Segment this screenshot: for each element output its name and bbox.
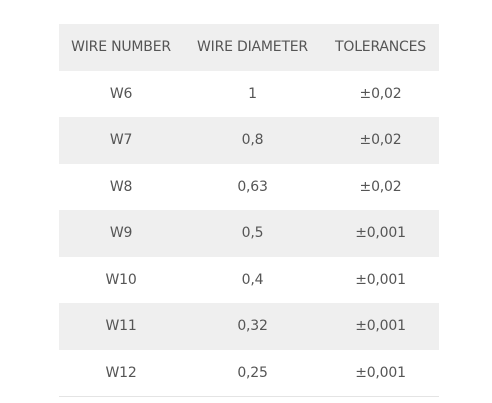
table-cell: ±0,001: [355, 271, 406, 288]
header-row: WIRE NUMBER WIRE DIAMETER TOLERANCES: [59, 24, 439, 71]
table-cell: W6: [109, 85, 133, 102]
table-cell: 0,8: [183, 117, 322, 164]
table-cell: W10: [105, 271, 137, 288]
table-header: WIRE NUMBER WIRE DIAMETER TOLERANCES: [59, 24, 439, 71]
wire-table: WIRE NUMBER WIRE DIAMETER TOLERANCES W6 1 ±0…: [59, 24, 439, 397]
table-row: W6 1 ±0,02: [59, 71, 439, 118]
table-cell: 1: [248, 85, 257, 102]
table-cell: 0,5: [183, 210, 322, 257]
table-cell: W12: [59, 349, 183, 397]
table-cell: W11: [59, 303, 183, 350]
table-cell: 0,25: [183, 349, 322, 397]
table-cell: ±0,001: [322, 349, 439, 397]
table-row: W11 0,32 ±0,001: [59, 303, 439, 350]
table-cell: W9: [59, 210, 183, 257]
table-row: W12 0,25 ±0,001: [59, 349, 439, 397]
table-cell: ±0,02: [359, 178, 402, 195]
table-row: W9 0,5 ±0,001: [59, 210, 439, 257]
header-cell: TOLERANCES: [322, 24, 439, 71]
table-cell: 0,32: [183, 303, 322, 350]
table-cell: W8: [109, 178, 133, 195]
header-cell: WIRE NUMBER: [59, 24, 183, 71]
table-row: W8 0,63 ±0,02: [59, 164, 439, 211]
table-cell: 0,63: [237, 178, 268, 195]
table-row: W7 0,8 ±0,02: [59, 117, 439, 164]
table-body: W6 1 ±0,02 W7 0,8 ±0,02 W8 0,63 ±0,02 W9 0,5 ±0,001…: [59, 71, 439, 397]
table-cell: ±0,001: [322, 210, 439, 257]
table-cell: ±0,02: [322, 117, 439, 164]
table-cell: W7: [59, 117, 183, 164]
header-cell: WIRE DIAMETER: [183, 24, 322, 71]
table-cell: ±0,001: [322, 303, 439, 350]
table-cell: 0,4: [241, 271, 264, 288]
table-row: W10 0,4 ±0,001: [59, 257, 439, 304]
table-cell: ±0,02: [359, 85, 402, 102]
